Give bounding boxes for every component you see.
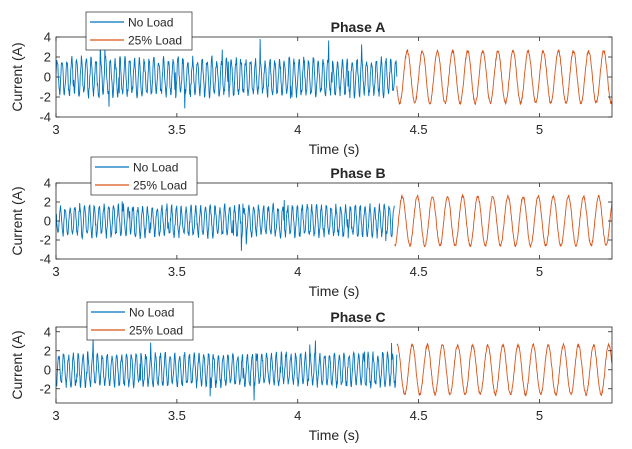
series-line-no-load <box>56 39 398 109</box>
x-tick-label: 3 <box>52 264 59 279</box>
y-tick-label: -2 <box>39 233 51 248</box>
series-line-no-load <box>56 200 395 251</box>
x-tick-label: 4 <box>294 264 301 279</box>
y-tick-label: -2 <box>39 381 51 396</box>
chart-title: Phase B <box>330 165 385 181</box>
legend-box <box>86 301 194 341</box>
legend: No Load 25% Load <box>90 156 198 196</box>
y-tick-label: -4 <box>39 110 51 125</box>
x-axis-label: Time (s) <box>309 141 360 157</box>
x-tick-label: 4.5 <box>410 122 428 137</box>
x-axis-label: Time (s) <box>309 283 360 299</box>
legend-label: No Load <box>129 306 174 320</box>
chart-panel-1: 3 3.5 4 4.5 5 -4 -2 0 2 4 Phase A Time (s) Current (… <box>9 11 613 157</box>
x-tick-label: 3.5 <box>168 408 186 423</box>
y-tick-label: 4 <box>44 30 51 45</box>
y-tick-label: -2 <box>39 90 51 105</box>
y-tick-label: 2 <box>44 343 51 358</box>
legend: No Load 25% Load <box>85 11 193 51</box>
y-tick-label: -4 <box>39 252 51 267</box>
y-axis-label: Current (A) <box>9 330 25 399</box>
series-line-25-load <box>394 193 612 249</box>
x-tick-label: 3 <box>52 122 59 137</box>
x-tick-label: 3.5 <box>168 264 186 279</box>
y-tick-label: 0 <box>44 362 51 377</box>
legend: No Load 25% Load <box>86 301 194 341</box>
x-tick-label: 3 <box>52 408 59 423</box>
y-tick-label: 2 <box>44 195 51 210</box>
axes-box <box>55 326 613 404</box>
series-line-25-load <box>396 342 612 397</box>
legend-label: 25% Load <box>129 324 183 338</box>
series-line-25-load <box>396 48 612 106</box>
x-tick-label: 4.5 <box>410 264 428 279</box>
x-tick-label: 4.5 <box>410 408 428 423</box>
y-axis-label: Current (A) <box>9 186 25 255</box>
y-tick-label: 4 <box>44 176 51 191</box>
y-tick-label: 0 <box>44 214 51 229</box>
y-tick-label: 4 <box>44 324 51 339</box>
x-tick-label: 5 <box>536 408 543 423</box>
y-axis-label: Current (A) <box>9 42 25 111</box>
x-axis-label: Time (s) <box>309 427 360 443</box>
series-line-no-load <box>56 337 398 401</box>
x-tick-label: 5 <box>536 264 543 279</box>
legend-label: 25% Load <box>128 34 182 48</box>
x-tick-label: 4 <box>294 122 301 137</box>
chart-title: Phase C <box>330 309 385 325</box>
legend-label: No Load <box>128 16 173 30</box>
y-tick-label: 0 <box>44 70 51 85</box>
x-tick-label: 4 <box>294 408 301 423</box>
chart-panel-3: 3 3.5 4 4.5 5 -2 0 2 4 Phase C Time (s) Current (A)… <box>9 301 613 443</box>
x-tick-label: 3.5 <box>168 122 186 137</box>
legend-label: No Load <box>133 161 178 175</box>
chart-panel-2: 3 3.5 4 4.5 5 -4 -2 0 2 4 Phase B Time (s) Current (… <box>9 156 613 299</box>
legend-box <box>90 156 198 196</box>
chart-title: Phase A <box>331 19 386 35</box>
x-tick-label: 5 <box>536 122 543 137</box>
legend-label: 25% Load <box>133 179 187 193</box>
legend-box <box>85 11 193 51</box>
y-tick-label: 2 <box>44 50 51 65</box>
